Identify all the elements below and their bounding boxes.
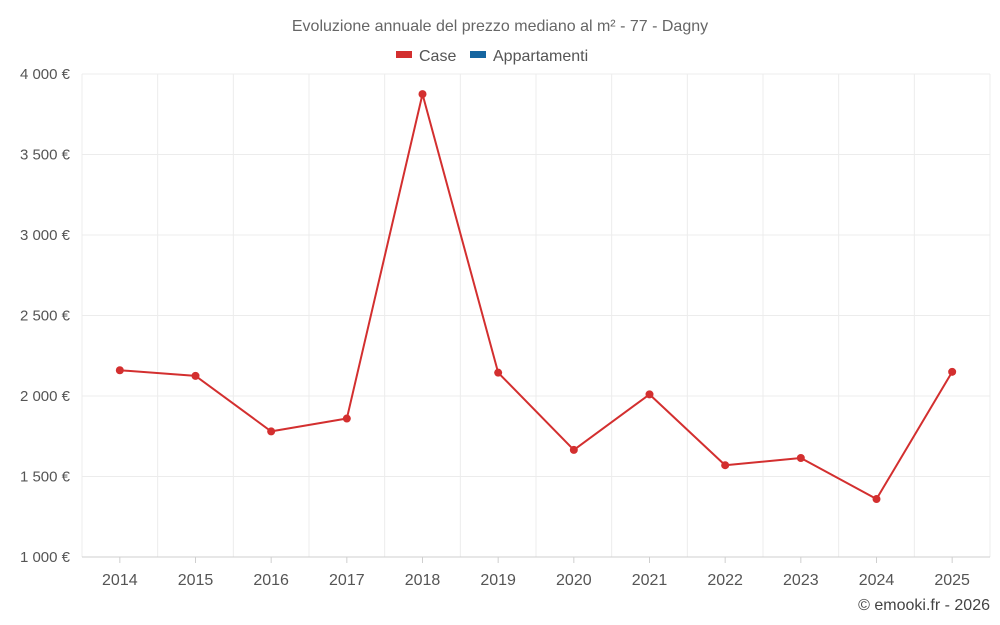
x-tick-label: 2016 bbox=[253, 572, 289, 589]
y-tick-label: 3 000 € bbox=[20, 227, 71, 244]
x-tick-labels: 2014 2015 2016 2017 2018 2019 2020 2021 2022 2023… bbox=[102, 572, 970, 589]
data-point[interactable] bbox=[418, 90, 427, 99]
chart-title: Evoluzione annuale del prezzo mediano al… bbox=[292, 18, 708, 35]
legend-item-case[interactable]: Case bbox=[396, 48, 456, 65]
x-tick-label: 2018 bbox=[405, 572, 441, 589]
x-tick-label: 2020 bbox=[556, 572, 592, 589]
data-point[interactable] bbox=[796, 453, 805, 462]
data-point[interactable] bbox=[948, 367, 957, 376]
x-tick-label: 2022 bbox=[707, 572, 743, 589]
data-point[interactable] bbox=[267, 427, 276, 436]
credit-text: © emooki.fr - 2026 bbox=[858, 597, 990, 614]
x-tick-label: 2014 bbox=[102, 572, 138, 589]
data-point[interactable] bbox=[342, 414, 351, 423]
legend: Case Appartamenti bbox=[396, 48, 588, 65]
legend-swatch-case bbox=[396, 51, 412, 58]
y-tick-label: 4 000 € bbox=[20, 66, 71, 83]
data-point[interactable] bbox=[645, 390, 654, 399]
x-tick-label: 2019 bbox=[480, 572, 516, 589]
data-point[interactable] bbox=[872, 495, 881, 504]
data-point[interactable] bbox=[569, 445, 578, 454]
y-tick-label: 3 500 € bbox=[20, 147, 71, 164]
y-tick-label: 1 000 € bbox=[20, 549, 71, 566]
legend-label-appartamenti: Appartamenti bbox=[493, 48, 588, 65]
legend-swatch-appartamenti bbox=[470, 51, 486, 58]
y-tick-labels: 1 000 € 1 500 € 2 000 € 2 500 € 3 000 € 3 500… bbox=[20, 66, 71, 566]
x-tick-label: 2021 bbox=[632, 572, 668, 589]
x-tick-label: 2024 bbox=[859, 572, 895, 589]
x-tick-label: 2025 bbox=[934, 572, 970, 589]
data-point[interactable] bbox=[721, 461, 730, 470]
data-point[interactable] bbox=[191, 371, 200, 380]
legend-item-appartamenti[interactable]: Appartamenti bbox=[470, 48, 588, 65]
x-tick-label: 2017 bbox=[329, 572, 365, 589]
x-axis bbox=[82, 556, 990, 563]
y-tick-label: 2 000 € bbox=[20, 388, 71, 405]
y-tick-label: 2 500 € bbox=[20, 308, 71, 325]
data-point[interactable] bbox=[494, 368, 503, 377]
y-tick-label: 1 500 € bbox=[20, 469, 71, 486]
data-point[interactable] bbox=[115, 366, 124, 375]
legend-label-case: Case bbox=[419, 48, 456, 65]
x-gridlines bbox=[81, 74, 991, 557]
x-tick-label: 2023 bbox=[783, 572, 819, 589]
x-tick-label: 2015 bbox=[178, 572, 214, 589]
series-line bbox=[119, 93, 954, 501]
series-case bbox=[115, 90, 957, 504]
